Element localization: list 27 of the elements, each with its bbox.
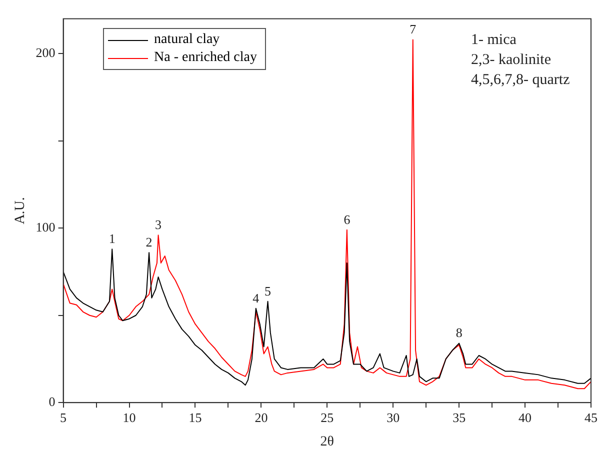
annotation: 4,5,6,7,8- quartz — [471, 71, 570, 90]
y-tick-label: 0 — [48, 394, 56, 410]
annotation: 4 — [252, 290, 260, 306]
x-tick-label: 10 — [122, 410, 136, 425]
x-tick-label: 40 — [518, 410, 532, 425]
x-tick-label: 15 — [188, 410, 202, 425]
x-tick-label: 45 — [584, 410, 598, 425]
annotation: 2,3- kaolinite — [471, 51, 552, 70]
y-tick-label: 200 — [36, 45, 56, 60]
legend-label: Na - enriched clay — [154, 49, 257, 67]
y-tick-label: 100 — [36, 220, 56, 235]
y-axis-title: A.U. — [13, 197, 28, 224]
x-tick-label: 35 — [452, 410, 466, 425]
x-tick-label: 5 — [60, 410, 67, 425]
annotation: 6 — [344, 212, 351, 227]
annotation: 8 — [456, 325, 462, 340]
x-tick-label: 30 — [386, 410, 400, 425]
x-tick-label: 20 — [254, 410, 268, 425]
x-tick-label: 25 — [320, 410, 334, 425]
annotation: 1 — [108, 231, 116, 246]
legend-label: natural clay — [154, 31, 220, 49]
x-axis-title: 2θ — [320, 434, 334, 450]
annotation: 1- mica — [471, 31, 518, 50]
annotation: 7 — [410, 22, 417, 37]
annotation: 2 — [146, 234, 152, 250]
annotation: 3 — [155, 217, 162, 232]
annotation: 5 — [264, 283, 272, 298]
